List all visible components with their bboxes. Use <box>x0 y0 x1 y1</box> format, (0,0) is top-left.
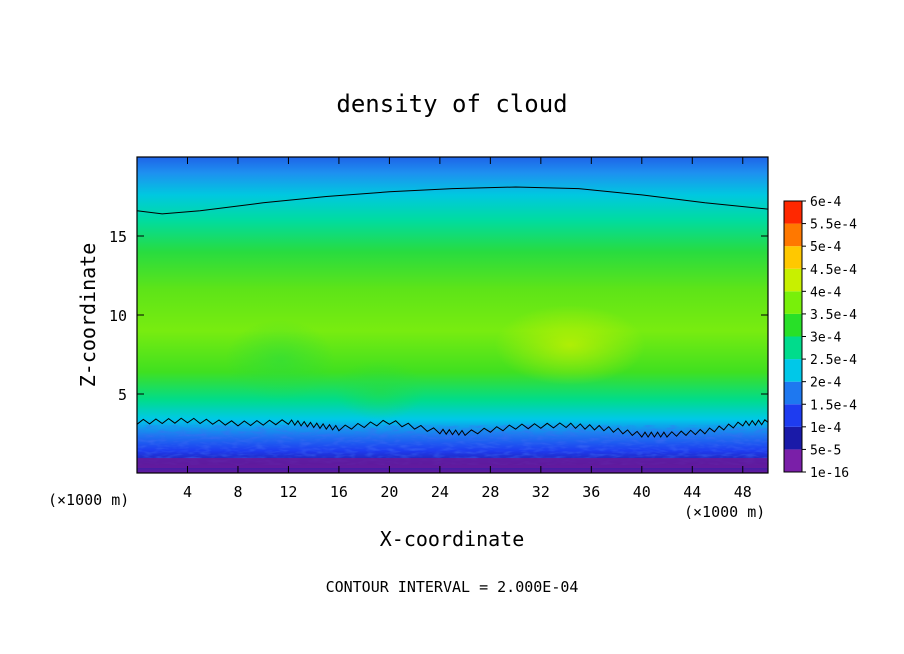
left-lobe-region <box>225 320 335 400</box>
colorbar-segment <box>784 449 802 472</box>
colorbar-segment <box>784 268 802 292</box>
x-unit-left: (×1000 m) <box>48 491 129 509</box>
contour-lower <box>137 417 768 438</box>
colorbar-label: 4e-4 <box>810 285 841 300</box>
x-unit-right: (×1000 m) <box>684 503 765 521</box>
colorbar-label: 3.5e-4 <box>810 308 857 323</box>
x-tick-label: 24 <box>431 483 449 501</box>
colorbar-label: 2.5e-4 <box>810 353 857 368</box>
y-tick-label: 10 <box>109 307 127 325</box>
colorbar-label: 1e-4 <box>810 421 841 436</box>
chart-title: density of cloud <box>336 90 567 118</box>
y-tick-label: 15 <box>109 228 127 246</box>
colorbar-label: 6e-4 <box>810 195 841 210</box>
center-lobe-region <box>335 360 425 420</box>
colorbar-segment <box>784 336 802 360</box>
colorbar: 1e-16 5e-5 1e-4 1.5e-4 2e-4 2.5e-4 3e-4 3.5e-4 4… <box>783 195 857 481</box>
contour-upper <box>137 186 768 215</box>
x-tick-label: 20 <box>380 483 398 501</box>
colorbar-segment <box>784 223 802 247</box>
colorbar-label: 1e-16 <box>810 466 849 481</box>
colorbar-label: 5.5e-4 <box>810 218 857 233</box>
x-axis-label: X-coordinate <box>380 527 525 551</box>
y-axis-label: Z-coordinate <box>76 243 100 388</box>
colorbar-segment <box>784 201 802 224</box>
heatmap-field <box>137 157 768 473</box>
colorbar-segment <box>784 404 802 427</box>
y-tick-label: 5 <box>118 386 127 404</box>
density-maximum-region <box>495 305 645 385</box>
colorbar-segment <box>784 313 802 337</box>
x-tick-label: 4 <box>183 483 192 501</box>
colorbar-label: 4.5e-4 <box>810 263 857 278</box>
contour-interval-note: CONTOUR INTERVAL = 2.000E-04 <box>326 578 579 596</box>
colorbar-label: 1.5e-4 <box>810 398 857 413</box>
x-tick-label: 12 <box>279 483 297 501</box>
surface-band-purple <box>137 458 768 468</box>
x-tick-label: 36 <box>582 483 600 501</box>
x-axis-ticks: 4 8 12 16 20 24 28 32 36 40 44 48 <box>183 157 752 501</box>
x-tick-label: 40 <box>633 483 651 501</box>
colorbar-segment <box>784 246 802 269</box>
x-tick-label: 8 <box>233 483 242 501</box>
x-tick-label: 44 <box>683 483 701 501</box>
colorbar-segment <box>784 426 802 450</box>
x-tick-label: 28 <box>481 483 499 501</box>
x-tick-label: 32 <box>532 483 550 501</box>
x-tick-label: 48 <box>734 483 752 501</box>
colorbar-segment <box>784 359 802 382</box>
colorbar-label: 5e-5 <box>810 443 841 458</box>
x-tick-label: 16 <box>330 483 348 501</box>
colorbar-segment <box>784 291 802 314</box>
colorbar-label: 3e-4 <box>810 331 841 346</box>
colorbar-segment <box>784 381 802 405</box>
colorbar-label: 2e-4 <box>810 376 841 391</box>
colorbar-label: 5e-4 <box>810 240 841 255</box>
y-axis-ticks: 5 10 15 <box>109 228 768 404</box>
heatmap-background <box>137 157 768 473</box>
